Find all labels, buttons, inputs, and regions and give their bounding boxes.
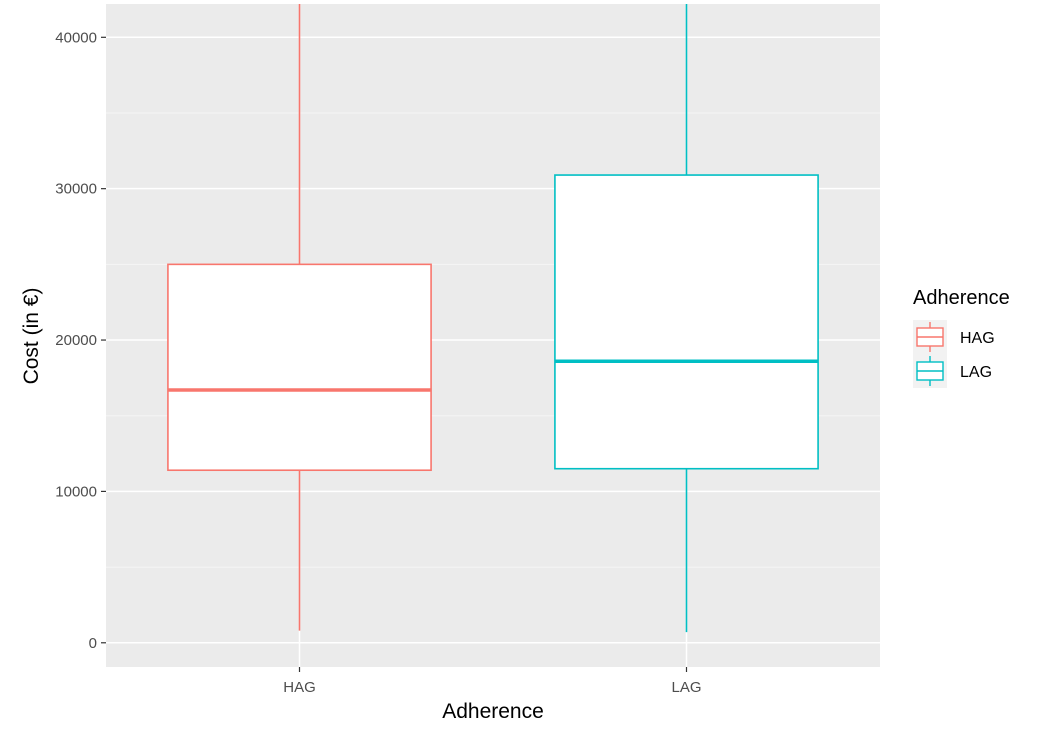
y-axis: 0 10000 20000 30000 40000 bbox=[55, 29, 106, 652]
legend: Adherence HAG LAG bbox=[913, 287, 1010, 388]
iqr-box bbox=[554, 174, 819, 470]
legend-label: HAG bbox=[960, 330, 995, 347]
y-tick-label: 30000 bbox=[55, 181, 97, 198]
iqr-box bbox=[167, 263, 432, 472]
y-axis-title: Cost (in €) bbox=[20, 288, 43, 385]
box-lag bbox=[554, 4, 819, 633]
y-tick-label: 40000 bbox=[55, 29, 97, 46]
box-hag bbox=[167, 4, 432, 631]
legend-key-hag bbox=[913, 320, 947, 354]
legend-key-lag bbox=[913, 354, 947, 388]
legend-label: LAG bbox=[960, 364, 992, 381]
x-axis-title: Adherence bbox=[442, 700, 544, 723]
y-tick-label: 10000 bbox=[55, 483, 97, 500]
x-tick-label: LAG bbox=[671, 679, 701, 696]
legend-title: Adherence bbox=[913, 287, 1010, 309]
y-tick-label: 20000 bbox=[55, 332, 97, 349]
y-tick-label: 0 bbox=[89, 635, 97, 652]
box-series bbox=[167, 4, 819, 633]
x-axis: HAG LAG bbox=[283, 667, 702, 696]
x-tick-label: HAG bbox=[283, 679, 316, 696]
